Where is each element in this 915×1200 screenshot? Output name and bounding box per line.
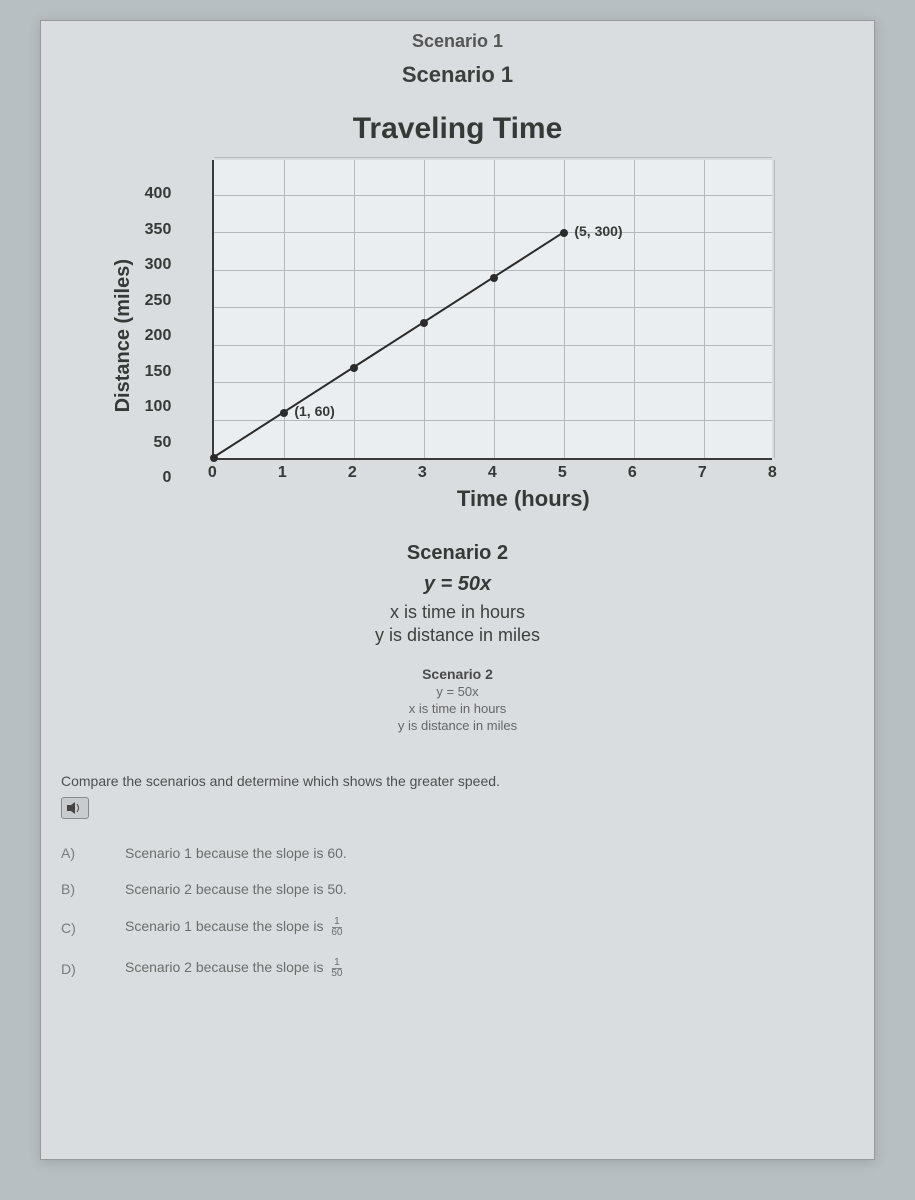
data-point	[490, 274, 498, 282]
point-label: (5, 300)	[574, 223, 622, 239]
answer-letter: D)	[61, 961, 85, 977]
answer-text: Scenario 1 because the slope is 60.	[125, 845, 347, 861]
answer-D[interactable]: D) Scenario 2 because the slope is 1 50	[61, 958, 854, 979]
gridline-horizontal	[214, 382, 772, 383]
x-tick-label: 3	[418, 464, 427, 482]
y-tick-label: 350	[145, 222, 172, 238]
answer-choices: A) Scenario 1 because the slope is 60. B…	[61, 845, 854, 979]
y-tick-label: 300	[145, 257, 172, 273]
fraction: 1 60	[329, 917, 344, 938]
y-tick-label: 0	[162, 470, 171, 486]
gridline-horizontal	[214, 420, 772, 421]
x-tick-label: 4	[488, 464, 497, 482]
chart: Distance (miles) 40035030025020015010050…	[61, 160, 854, 512]
x-tick-label: 0	[208, 464, 217, 482]
audio-play-button[interactable]	[61, 797, 89, 819]
x-tick-label: 1	[278, 464, 287, 482]
answer-text: Scenario 2 because the slope is 1 50	[125, 958, 344, 979]
point-label: (1, 60)	[294, 403, 334, 419]
y-tick-label: 250	[145, 293, 172, 309]
x-tick-label: 2	[348, 464, 357, 482]
gridline-horizontal	[214, 157, 772, 158]
gridline-vertical	[774, 160, 775, 458]
scenario-label: Scenario 1	[61, 21, 854, 56]
data-point	[280, 409, 288, 417]
plot-area: (1, 60) (5, 300)	[212, 160, 772, 460]
gridline-vertical	[634, 160, 635, 458]
x-tick-label: 5	[558, 464, 567, 482]
data-point	[560, 229, 568, 237]
scenario-2-small-desc-y: y is distance in miles	[61, 718, 854, 733]
question-text: Compare the scenarios and determine whic…	[61, 773, 854, 789]
data-point	[420, 319, 428, 327]
y-tick-label: 200	[145, 328, 172, 344]
gridline-vertical	[494, 160, 495, 458]
y-tick-label: 50	[154, 435, 172, 451]
x-ticks: 012345678	[212, 460, 772, 464]
answer-letter: A)	[61, 845, 85, 861]
scenario-2-desc-y: y is distance in miles	[61, 625, 854, 646]
scenario-2-small-equation: y = 50x	[61, 684, 854, 699]
y-ticks: 400 350 300 250 200 150 100 50 0	[141, 186, 176, 486]
fraction: 1 50	[329, 958, 344, 979]
gridline-horizontal	[214, 307, 772, 308]
gridline-horizontal	[214, 270, 772, 271]
x-tick-label: 8	[768, 464, 777, 482]
y-tick-label: 150	[145, 364, 172, 380]
x-tick-label: 7	[698, 464, 707, 482]
chart-title: Traveling Time	[61, 102, 854, 160]
answer-B[interactable]: B) Scenario 2 because the slope is 50.	[61, 881, 854, 897]
x-axis-label: Time (hours)	[243, 464, 803, 512]
y-axis-label: Distance (miles)	[112, 259, 135, 412]
data-point	[350, 364, 358, 372]
gridline-vertical	[354, 160, 355, 458]
scenario-2-small-desc-x: x is time in hours	[61, 701, 854, 716]
gridline-vertical	[704, 160, 705, 458]
answer-text: Scenario 2 because the slope is 50.	[125, 881, 347, 897]
scenario-heading: Scenario 1	[61, 56, 854, 102]
gridline-horizontal	[214, 345, 772, 346]
answer-A[interactable]: A) Scenario 1 because the slope is 60.	[61, 845, 854, 861]
y-tick-label: 100	[145, 399, 172, 415]
speaker-icon	[67, 802, 83, 814]
answer-C[interactable]: C) Scenario 1 because the slope is 1 60	[61, 917, 854, 938]
worksheet-page: Scenario 1 Scenario 1 Traveling Time Dis…	[40, 20, 875, 1160]
gridline-vertical	[564, 160, 565, 458]
axes-area: (1, 60)(5, 300) 012345678 Time (hours)	[181, 160, 803, 512]
y-tick-label: 400	[145, 186, 172, 202]
x-tick-label: 6	[628, 464, 637, 482]
answer-letter: C)	[61, 920, 85, 936]
answer-text: Scenario 1 because the slope is 1 60	[125, 917, 344, 938]
scenario-2-block-small: Scenario 2 y = 50x x is time in hours y …	[61, 666, 854, 733]
scenario-2-small-heading: Scenario 2	[61, 666, 854, 682]
scenario-2-desc-x: x is time in hours	[61, 602, 854, 623]
answer-letter: B)	[61, 881, 85, 897]
gridline-horizontal	[214, 195, 772, 196]
scenario-2-heading: Scenario 2	[61, 542, 854, 565]
scenario-2-block: Scenario 2 y = 50x x is time in hours y …	[61, 542, 854, 646]
gridline-vertical	[424, 160, 425, 458]
gridline-horizontal	[214, 232, 772, 233]
scenario-2-equation: y = 50x	[61, 573, 854, 596]
